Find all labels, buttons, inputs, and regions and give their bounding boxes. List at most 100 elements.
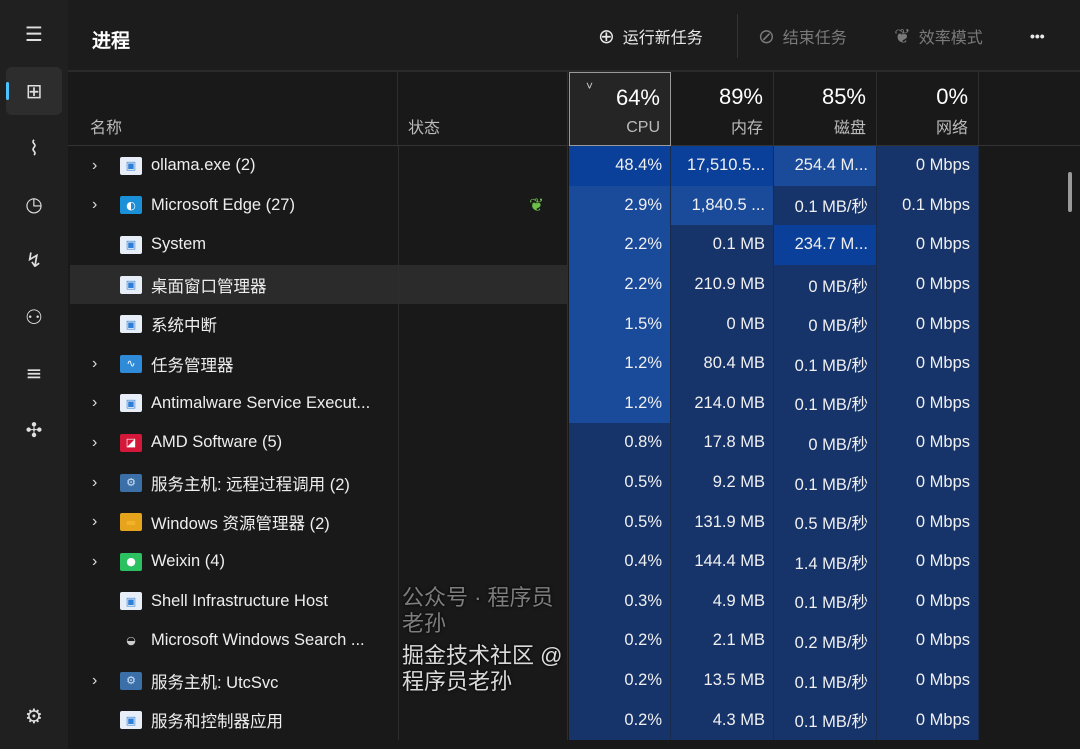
process-row[interactable]: ◒ Microsoft Windows Search ... 0.2% 2.1 MB 0… — [68, 621, 979, 661]
process-disk-cell: 0.1 MB/秒 — [774, 462, 877, 503]
process-net-cell: 0 Mbps — [877, 225, 979, 265]
process-name: Microsoft Edge (27) — [151, 195, 295, 214]
process-row[interactable]: › ⚙ 服务主机: UtcSvc 0.2% 13.5 MB 0.1 MB/秒 0 Mbps — [68, 660, 979, 701]
sidebar-item-app-history[interactable]: ◷ — [6, 180, 62, 228]
process-row[interactable]: ▣ Shell Infrastructure Host 0.3% 4.9 MB 0.1 … — [68, 581, 979, 622]
process-name: Microsoft Windows Search ... — [151, 631, 365, 650]
more-options-button[interactable]: ••• — [1030, 28, 1045, 44]
column-network[interactable]: 0% 网络 — [877, 72, 979, 146]
process-row[interactable]: › ∿ 任务管理器 1.2% 80.4 MB 0.1 MB/秒 0 Mbps — [68, 344, 979, 384]
scrollbar[interactable] — [1068, 172, 1072, 212]
sidebar-item-menu[interactable]: ☰ — [6, 10, 62, 58]
sidebar-item-processes[interactable]: ⊞ — [6, 67, 62, 115]
expand-chevron-icon[interactable]: › — [92, 196, 98, 214]
cpu-total: 64% — [615, 85, 660, 110]
process-cpu-cell: 2.2% — [569, 225, 671, 265]
process-status-cell — [398, 581, 568, 622]
folder-icon: ▬ — [120, 513, 142, 532]
startup-icon: ↯ — [25, 248, 43, 272]
app-window-icon: ▣ — [120, 275, 142, 294]
column-memory[interactable]: 89% 内存 — [671, 72, 774, 146]
process-row[interactable]: › ▬ Windows 资源管理器 (2) 0.5% 131.9 MB 0.5 MB/秒 0… — [68, 502, 979, 542]
process-row[interactable]: › ◪ AMD Software (5) 0.8% 17.8 MB 0 MB/秒 0 Mbp… — [68, 423, 979, 463]
efficiency-mode-button[interactable]: ❦ 效率模式 — [894, 22, 983, 50]
end-task-button[interactable]: ⊘ 结束任务 — [758, 22, 847, 50]
expand-chevron-icon[interactable]: › — [92, 433, 98, 451]
process-disk-cell: 0.1 MB/秒 — [774, 581, 877, 622]
process-name: Windows 资源管理器 (2) — [151, 515, 330, 534]
sidebar-item-performance[interactable]: ⌇ — [6, 124, 62, 172]
process-status-cell — [398, 304, 568, 344]
run-new-task-button[interactable]: ⊕ 运行新任务 — [598, 22, 703, 50]
expand-chevron-icon[interactable]: › — [92, 394, 98, 412]
process-mem-cell: 17,510.5... — [671, 146, 774, 186]
sidebar-item-startup[interactable]: ↯ — [6, 236, 62, 284]
process-disk-cell: 0.2 MB/秒 — [774, 621, 877, 661]
process-name-cell: ▣ 系统中断 — [70, 304, 398, 344]
expand-chevron-icon[interactable]: › — [92, 156, 98, 174]
app-window-icon: ▣ — [120, 156, 142, 175]
process-disk-cell: 0.1 MB/秒 — [774, 383, 877, 424]
process-row[interactable]: › ⚙ 服务主机: 远程过程调用 (2) 0.5% 9.2 MB 0.1 MB/秒 0 Mb… — [68, 462, 979, 503]
process-row[interactable]: › ▣ Antimalware Service Execut... 1.2% 214.0… — [68, 383, 979, 424]
process-name: 任务管理器 — [151, 356, 234, 375]
disk-total: 85% — [821, 84, 866, 109]
hamburger-icon: ☰ — [25, 22, 43, 46]
process-cpu-cell: 0.8% — [569, 423, 671, 463]
process-name: 服务主机: UtcSvc — [151, 673, 279, 692]
column-cpu[interactable]: ˅ 64% CPU — [569, 72, 671, 146]
sidebar-item-settings[interactable]: ⚙ — [6, 692, 62, 740]
process-mem-cell: 144.4 MB — [671, 542, 774, 582]
sidebar-item-users[interactable]: ⚇ — [6, 293, 62, 341]
process-net-cell: 0 Mbps — [877, 581, 979, 622]
process-name-cell: ▣ System — [70, 225, 398, 265]
process-name-cell: › ▣ Antimalware Service Execut... — [70, 384, 398, 424]
process-row[interactable]: › ▣ ollama.exe (2) 48.4% 17,510.5... 254.4 M.… — [68, 146, 979, 186]
process-row[interactable]: ▣ 服务和控制器应用 0.2% 4.3 MB 0.1 MB/秒 0 Mbps — [68, 700, 979, 740]
sidebar-item-details[interactable]: ≡ — [6, 349, 62, 397]
column-status[interactable]: 状态 — [398, 72, 568, 146]
process-row[interactable]: ▣ 桌面窗口管理器 2.2% 210.9 MB 0 MB/秒 0 Mbps — [68, 264, 979, 305]
service-gear-icon: ⚙ — [120, 671, 142, 690]
expand-chevron-icon[interactable]: › — [92, 552, 98, 570]
amd-icon: ◪ — [120, 433, 142, 452]
process-status-cell — [398, 502, 568, 542]
column-name[interactable]: 名称 — [68, 72, 398, 146]
process-row[interactable]: ▣ 系统中断 1.5% 0 MB 0 MB/秒 0 Mbps — [68, 304, 979, 344]
process-name-cell: ▣ Shell Infrastructure Host — [70, 582, 398, 622]
process-net-cell: 0 Mbps — [877, 264, 979, 305]
process-net-cell: 0 Mbps — [877, 502, 979, 542]
processes-icon: ⊞ — [25, 79, 43, 103]
expand-chevron-icon[interactable]: › — [92, 473, 98, 491]
process-row[interactable]: › ● Weixin (4) 0.4% 144.4 MB 1.4 MB/秒 0 Mbps — [68, 542, 979, 582]
process-name: Weixin (4) — [151, 552, 225, 571]
service-gear-icon: ⚙ — [120, 473, 142, 492]
expand-chevron-icon[interactable]: › — [92, 513, 98, 531]
process-mem-cell: 17.8 MB — [671, 423, 774, 463]
process-net-cell: 0 Mbps — [877, 383, 979, 424]
process-name-cell: ▣ 桌面窗口管理器 — [70, 264, 398, 305]
process-row[interactable]: › ◐ Microsoft Edge (27) ❦ 2.9% 1,840.5 ... 0.1… — [68, 185, 979, 226]
toolbar: 进程 ⊕ 运行新任务 ⊘ 结束任务 ❦ 效率模式 ••• — [68, 0, 1080, 72]
process-cpu-cell: 2.2% — [569, 264, 671, 305]
list-icon: ≡ — [25, 361, 43, 385]
toolbar-divider — [737, 14, 738, 58]
network-label: 网络 — [935, 120, 968, 137]
sidebar-item-services[interactable]: ✣ — [6, 406, 62, 454]
process-disk-cell: 0 MB/秒 — [774, 304, 877, 344]
process-name: System — [151, 235, 207, 254]
process-net-cell: 0.1 Mbps — [877, 185, 979, 226]
process-name-cell: › ◐ Microsoft Edge (27) — [70, 186, 398, 226]
process-disk-cell: 0.1 MB/秒 — [774, 700, 877, 740]
process-mem-cell: 1,840.5 ... — [671, 185, 774, 226]
expand-chevron-icon[interactable]: › — [92, 671, 98, 689]
wechat-icon: ● — [120, 552, 142, 571]
column-disk[interactable]: 85% 磁盘 — [774, 72, 877, 146]
memory-label: 内存 — [730, 120, 763, 137]
cpu-label: CPU — [626, 119, 660, 136]
expand-chevron-icon[interactable]: › — [92, 354, 98, 372]
process-cpu-cell: 1.2% — [569, 344, 671, 384]
main-panel: 进程 ⊕ 运行新任务 ⊘ 结束任务 ❦ 效率模式 ••• 名称 状态 ˅ 64%… — [68, 0, 1080, 749]
column-header: 名称 状态 ˅ 64% CPU 89% 内存 85% 磁盘 0% 网络 — [68, 72, 1080, 146]
process-row[interactable]: ▣ System 2.2% 0.1 MB 234.7 M... 0 Mbps — [68, 225, 979, 265]
